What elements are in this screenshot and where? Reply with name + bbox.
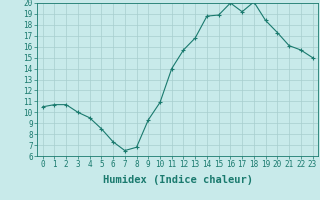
X-axis label: Humidex (Indice chaleur): Humidex (Indice chaleur) [103,175,252,185]
